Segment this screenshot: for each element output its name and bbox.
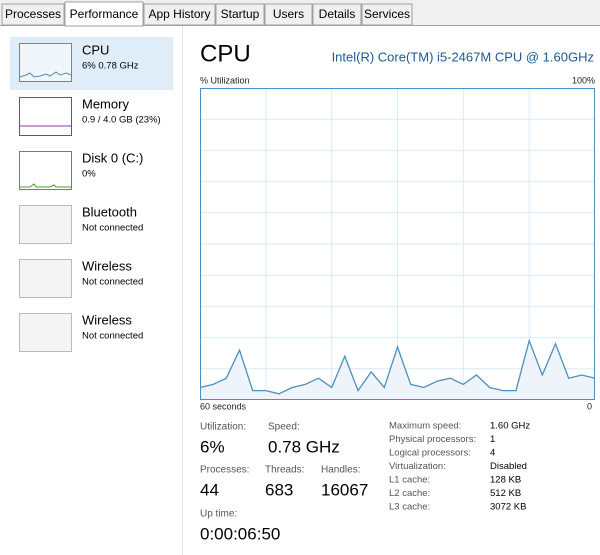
tab-label[interactable]: Details	[319, 7, 356, 21]
utilization-area	[200, 340, 595, 400]
detail-label: L2 cache:	[389, 488, 430, 499]
utilization-line	[199, 338, 596, 395]
tab[interactable]	[361, 3, 413, 26]
sidebar-thumbnail[interactable]	[19, 205, 72, 244]
y-axis-label: % Utilization	[200, 75, 250, 85]
detail-label: Maximum speed:	[389, 421, 461, 432]
sidebar-thumbnail[interactable]	[19, 151, 72, 190]
tab[interactable]	[312, 3, 362, 26]
tab-label[interactable]: Startup	[221, 7, 260, 21]
graph-border	[200, 88, 595, 400]
stat-label: Threads:	[265, 465, 304, 476]
detail-value: 3072 KB	[490, 502, 526, 513]
x-start-label: 60 seconds	[200, 401, 247, 411]
y-max-label: 100%	[572, 75, 595, 85]
sidebar-thumbnail[interactable]	[19, 313, 72, 352]
stat-value: 44	[200, 480, 219, 499]
page-title: CPU	[200, 40, 251, 67]
sidebar-item-detail[interactable]: Not connected	[82, 223, 143, 234]
sidebar-item-detail[interactable]: Not connected	[82, 331, 143, 342]
sidebar-item-detail[interactable]: 6% 0.78 GHz	[82, 61, 139, 72]
stat-value: 683	[265, 480, 293, 499]
stat-value: 16067	[321, 480, 368, 499]
tab[interactable]	[264, 3, 313, 26]
sidebar-item-name[interactable]: CPU	[82, 42, 109, 57]
detail-value: 4	[490, 448, 495, 459]
detail-label: Physical processors:	[389, 434, 476, 445]
stat-label: Handles:	[321, 465, 360, 476]
detail-value: 128 KB	[490, 475, 521, 486]
sidebar-thumbnail[interactable]	[19, 97, 72, 136]
tab[interactable]	[1, 3, 65, 26]
stat-label: Speed:	[268, 422, 300, 433]
cpu-model: Intel(R) Core(TM) i5-2467M CPU @ 1.60GHz	[332, 49, 594, 64]
stat-value: 0.78 GHz	[268, 437, 340, 456]
x-end-label: 0	[587, 401, 592, 411]
thumbnail-line	[19, 71, 72, 78]
tab-label[interactable]: Services	[364, 7, 410, 21]
thumbnail-line	[20, 183, 71, 188]
tab[interactable]	[215, 3, 265, 26]
stat-label: Up time:	[200, 509, 237, 520]
stat-label: Processes:	[200, 465, 249, 476]
stat-label: Utilization:	[200, 422, 246, 433]
sidebar-item-name[interactable]: Bluetooth	[82, 204, 137, 219]
tab-label[interactable]: Performance	[70, 7, 139, 21]
stat-value: 0:00:06:50	[200, 524, 280, 543]
sidebar-item-detail[interactable]: 0.9 / 4.0 GB (23%)	[82, 115, 161, 126]
detail-label: Logical processors:	[389, 448, 471, 459]
detail-label: Virtualization:	[389, 461, 446, 472]
sidebar-thumbnail[interactable]	[19, 43, 72, 82]
sidebar-item-name[interactable]: Wireless	[82, 312, 132, 327]
tab-label[interactable]: App History	[148, 7, 210, 21]
sidebar-item-detail[interactable]: Not connected	[82, 277, 143, 288]
detail-value: 1	[490, 434, 495, 445]
tab[interactable]	[143, 3, 216, 26]
detail-value: 1.60 GHz	[490, 421, 530, 432]
detail-label: L3 cache:	[389, 502, 430, 513]
detail-value: 512 KB	[490, 488, 521, 499]
detail-label: L1 cache:	[389, 475, 430, 486]
sidebar-item-name[interactable]: Memory	[82, 96, 129, 111]
sidebar-item-name[interactable]: Wireless	[82, 258, 132, 273]
sidebar-thumbnail[interactable]	[19, 259, 72, 298]
sidebar-item-detail[interactable]: 0%	[82, 169, 96, 180]
sidebar-item-name[interactable]: Disk 0 (C:)	[82, 150, 143, 165]
tab-label[interactable]: Users	[273, 7, 304, 21]
stat-value: 6%	[200, 437, 225, 456]
detail-value: Disabled	[490, 461, 527, 472]
tab-label[interactable]: Processes	[5, 7, 61, 21]
tab[interactable]	[64, 1, 144, 27]
